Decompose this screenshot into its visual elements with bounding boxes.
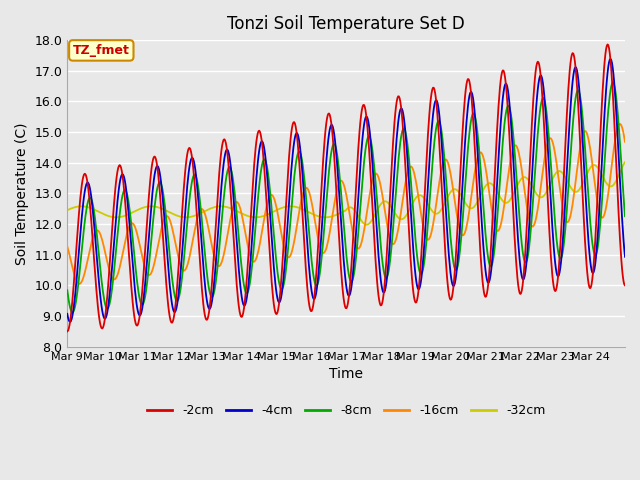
Y-axis label: Soil Temperature (C): Soil Temperature (C) [15,122,29,264]
X-axis label: Time: Time [329,367,363,381]
Legend: -2cm, -4cm, -8cm, -16cm, -32cm: -2cm, -4cm, -8cm, -16cm, -32cm [142,399,550,422]
Title: Tonzi Soil Temperature Set D: Tonzi Soil Temperature Set D [227,15,465,33]
Text: TZ_fmet: TZ_fmet [73,44,130,57]
